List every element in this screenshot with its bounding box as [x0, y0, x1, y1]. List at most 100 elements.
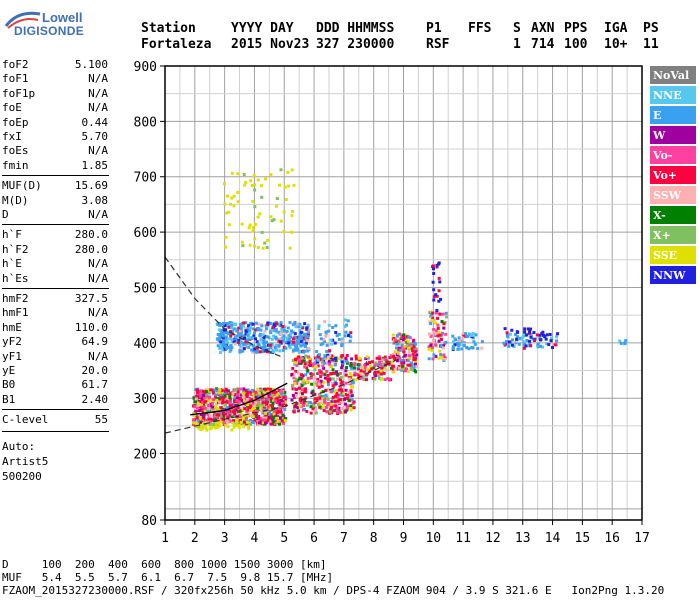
- data-point: [343, 397, 347, 401]
- data-point: [269, 322, 273, 326]
- legend-item-ssw: SSW: [650, 186, 696, 204]
- data-point: [333, 409, 337, 413]
- data-point: [264, 411, 268, 415]
- data-point: [292, 374, 296, 378]
- data-point: [434, 343, 438, 347]
- data-point: [526, 327, 530, 331]
- data-point: [315, 350, 319, 354]
- footer-info: D 100 200 400 600 800 1000 1500 3000 [km…: [2, 558, 664, 597]
- data-point: [248, 223, 252, 227]
- legend-label: Vo+: [652, 169, 677, 182]
- data-point: [322, 409, 326, 413]
- data-point: [310, 382, 314, 386]
- data-point: [340, 360, 344, 364]
- data-point: [294, 337, 298, 341]
- data-point: [313, 397, 317, 401]
- data-point: [321, 342, 325, 346]
- data-point: [242, 420, 246, 424]
- data-point: [457, 336, 461, 340]
- data-point: [261, 333, 265, 337]
- data-point: [346, 396, 350, 400]
- data-point: [304, 341, 308, 345]
- header-row2-col1: 2015 Nov23: [231, 37, 310, 52]
- data-point: [249, 179, 253, 183]
- data-point: [320, 372, 324, 376]
- data-point: [349, 331, 353, 335]
- data-point: [321, 357, 325, 361]
- data-point: [438, 333, 442, 337]
- data-point: [195, 416, 199, 420]
- data-point: [432, 339, 436, 343]
- data-point: [299, 341, 303, 345]
- data-point: [247, 427, 251, 431]
- data-point: [291, 358, 295, 362]
- data-point: [265, 413, 269, 417]
- data-point: [293, 361, 297, 365]
- data-point: [340, 354, 344, 358]
- data-point: [287, 344, 291, 348]
- data-point: [300, 359, 304, 363]
- data-point: [503, 327, 507, 331]
- data-point: [302, 332, 306, 336]
- data-point: [295, 381, 299, 385]
- data-point: [324, 334, 328, 338]
- data-point: [312, 403, 316, 407]
- data-point: [262, 337, 266, 341]
- data-point: [222, 339, 226, 343]
- data-point: [467, 347, 471, 351]
- data-point: [233, 322, 237, 326]
- data-point: [216, 407, 220, 411]
- data-point: [223, 392, 227, 396]
- data-point: [207, 404, 211, 408]
- data-point: [529, 335, 533, 339]
- data-point: [400, 345, 404, 349]
- param-row: yF2 64.9: [2, 335, 108, 349]
- data-point: [337, 338, 341, 342]
- data-point: [300, 326, 304, 330]
- data-point: [237, 343, 241, 347]
- data-point: [529, 333, 533, 337]
- data-point: [404, 346, 408, 350]
- data-point: [268, 419, 272, 423]
- data-point: [253, 205, 257, 209]
- data-point: [302, 359, 306, 363]
- data-point: [318, 396, 322, 400]
- data-point: [226, 322, 230, 326]
- data-point: [212, 390, 216, 394]
- data-point: [359, 369, 363, 373]
- data-point: [265, 416, 269, 420]
- data-point: [240, 398, 244, 402]
- data-point: [224, 335, 228, 339]
- data-point: [267, 347, 271, 351]
- data-point: [401, 367, 405, 371]
- param-value: 327.5: [74, 292, 108, 305]
- data-point: [340, 366, 344, 370]
- data-point: [316, 358, 320, 362]
- data-point: [235, 424, 239, 428]
- data-point: [225, 194, 229, 198]
- data-point: [197, 396, 201, 400]
- data-point: [257, 401, 261, 405]
- data-point: [431, 316, 435, 320]
- data-point: [264, 324, 268, 328]
- data-point: [221, 321, 225, 325]
- data-point: [505, 339, 509, 343]
- data-point: [299, 324, 303, 328]
- data-point: [235, 418, 239, 422]
- data-point: [237, 410, 241, 414]
- data-point: [284, 395, 288, 399]
- data-point: [471, 331, 475, 335]
- data-point: [510, 328, 514, 332]
- data-point: [249, 402, 253, 406]
- data-point: [252, 331, 256, 335]
- data-point: [380, 366, 384, 370]
- data-point: [394, 346, 398, 350]
- data-point: [207, 417, 211, 421]
- data-point: [296, 409, 300, 413]
- data-point: [377, 355, 381, 359]
- data-point: [293, 407, 297, 411]
- data-point: [226, 420, 230, 424]
- data-point: [323, 376, 327, 380]
- data-point: [221, 390, 225, 394]
- data-point: [406, 359, 410, 363]
